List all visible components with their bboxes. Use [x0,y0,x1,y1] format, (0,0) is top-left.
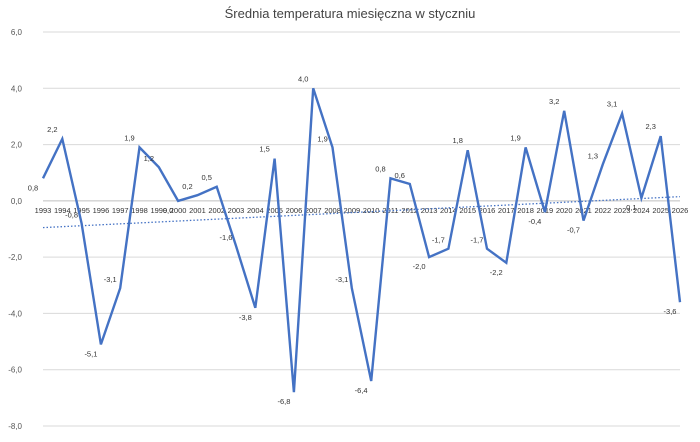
data-label: 0,0 [163,206,173,215]
x-tick-label: 2009 [344,206,361,215]
y-tick-label: 4,0 [11,84,23,93]
data-label: 1,3 [588,151,598,160]
x-tick-label: 1994 [54,206,71,215]
data-label: 1,2 [144,154,154,163]
x-tick-label: 2000 [170,206,187,215]
x-tick-label: 2015 [459,206,476,215]
data-label: 0,1 [626,203,636,212]
y-tick-label: -4,0 [8,309,22,318]
x-tick-label: 1999 [150,206,167,215]
x-tick-label: 2022 [594,206,611,215]
y-tick-label: -2,0 [8,253,22,262]
data-label: 1,9 [124,133,134,142]
x-tick-label: 2004 [247,206,264,215]
x-tick-label: 2001 [189,206,206,215]
data-label: 3,2 [549,97,559,106]
data-label: 3,1 [607,100,617,109]
x-tick-label: 2017 [498,206,515,215]
data-label: 0,5 [202,173,212,182]
x-tick-label: 2018 [517,206,534,215]
data-label: 0,2 [182,182,192,191]
trendline [42,195,681,229]
x-tick-label: 1998 [131,206,148,215]
x-tick-label: 2006 [286,206,303,215]
x-tick-label: 2025 [652,206,669,215]
x-tick-label: 2024 [633,206,650,215]
y-tick-label: 6,0 [11,28,23,37]
x-tick-label: 2021 [575,206,592,215]
x-tick-label: 2023 [614,206,631,215]
x-tick-label: 2010 [363,206,380,215]
data-label: 4,0 [298,74,308,83]
x-tick-label: 2020 [556,206,573,215]
data-label: -6,8 [277,397,290,406]
data-label: -1,7 [471,236,484,245]
data-label: -0,8 [65,210,78,219]
data-label: 0,8 [28,183,38,192]
data-label: -0,4 [528,217,541,226]
data-label: -3,8 [239,313,252,322]
x-tick-label: 2007 [305,206,322,215]
chart-title: Średnia temperatura miesięczna w styczni… [225,6,476,21]
data-label: -2,0 [413,262,426,271]
y-tick-label: -6,0 [8,366,22,375]
data-label: 0,8 [375,164,385,173]
x-tick-label: 2005 [266,206,283,215]
data-label: -0,7 [567,226,580,235]
data-label: -6,4 [355,386,368,395]
data-label: -5,1 [84,349,97,358]
x-tick-label: 2016 [479,206,496,215]
x-tick-label: 2003 [228,206,245,215]
data-label: -3,1 [335,275,348,284]
x-tick-label: 2026 [672,206,689,215]
x-tick-label: 1997 [112,206,129,215]
x-tick-label: 1993 [35,206,52,215]
data-label: 2,2 [47,125,57,134]
x-tick-label: 2002 [208,206,225,215]
x-tick-label: 2012 [401,206,418,215]
data-label: 1,9 [510,133,520,142]
data-label: 0,6 [395,171,405,180]
x-tick-label: 1995 [73,206,90,215]
series-line [41,87,682,393]
data-label: -1,6 [220,233,233,242]
y-tick-label: 0,0 [11,197,23,206]
y-tick-label: -8,0 [8,422,22,431]
data-label: -2,2 [490,268,503,277]
data-label: 1,9 [317,134,327,143]
x-tick-label: 2013 [421,206,438,215]
data-label: 2,3 [645,122,655,131]
data-label: -3,6 [664,307,677,316]
data-label: 1,8 [452,136,462,145]
data-label: 1,5 [259,145,269,154]
data-label: -1,7 [432,236,445,245]
data-label: -3,1 [104,275,117,284]
x-tick-label: 2014 [440,206,457,215]
y-tick-label: 2,0 [11,141,23,150]
x-tick-label: 2008 [324,206,341,215]
x-tick-label: 1996 [93,206,110,215]
